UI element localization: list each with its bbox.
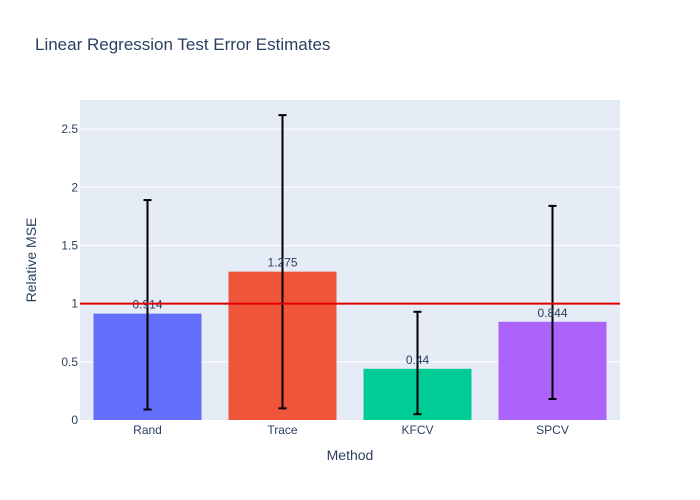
error-bars — [143, 114, 557, 416]
x-axis-title: Method — [327, 447, 374, 463]
x-axis-ticks: Rand Trace KFCV SPCV — [133, 423, 569, 437]
x-tick-label: Rand — [133, 423, 162, 437]
y-axis-title: Relative MSE — [23, 218, 39, 303]
y-tick-label: 1 — [71, 297, 78, 311]
y-tick-label: 1.5 — [61, 238, 78, 252]
chart-title: Linear Regression Test Error Estimates — [35, 35, 330, 54]
y-axis-ticks: 0 0.5 1 1.5 2 2.5 — [61, 122, 78, 427]
y-tick-label: 0 — [71, 413, 78, 427]
y-tick-label: 2.5 — [61, 122, 78, 136]
y-tick-label: 2 — [71, 180, 78, 194]
bar-value-label: 0.844 — [537, 306, 567, 320]
x-tick-label: SPCV — [536, 423, 569, 437]
bar-value-label: 1.275 — [267, 256, 297, 270]
x-tick-label: KFCV — [401, 423, 433, 437]
x-tick-label: Trace — [267, 423, 298, 437]
bar-value-label: 0.914 — [132, 298, 162, 312]
bar-value-label: 0.44 — [406, 353, 430, 367]
bar-value-labels: 0.914 1.275 0.44 0.844 — [132, 256, 567, 367]
y-tick-label: 0.5 — [61, 355, 78, 369]
